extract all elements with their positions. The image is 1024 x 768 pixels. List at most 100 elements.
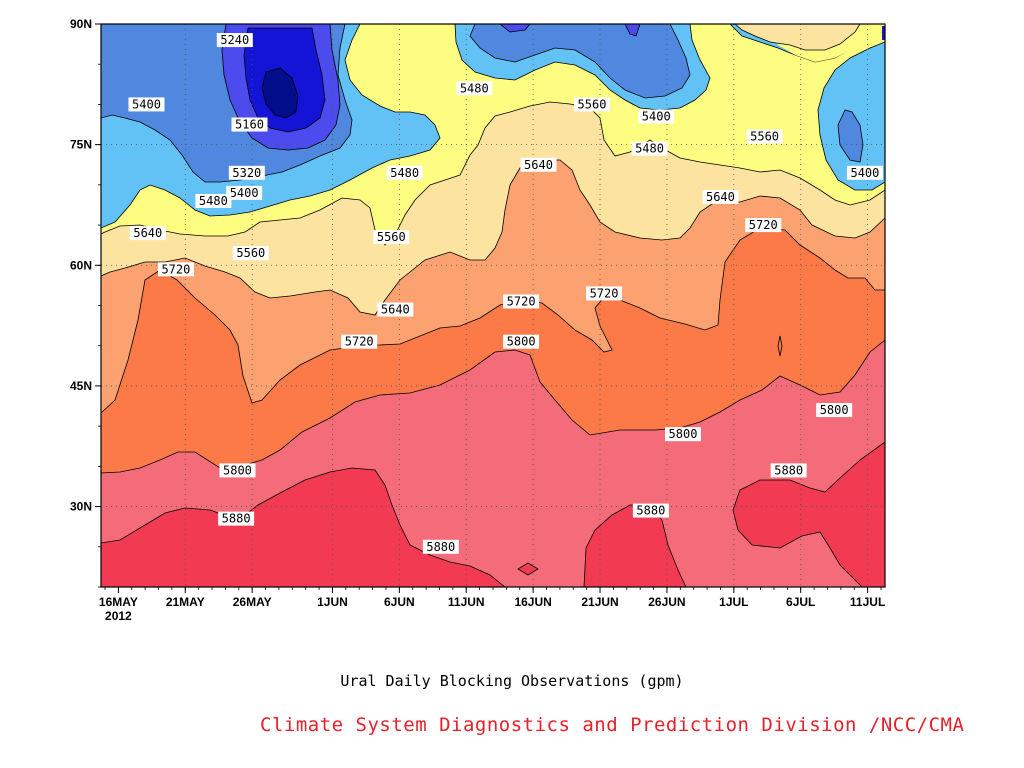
contour-label: 5720 [341, 334, 378, 349]
contour-label-text: 5400 [230, 186, 259, 200]
contour-label: 5640 [377, 302, 414, 317]
contour-label-text: 5240 [220, 33, 249, 47]
contour-label-bg [341, 334, 378, 349]
x-tick-label: 11JUN [448, 595, 485, 609]
band-5240 [221, 24, 641, 151]
contour-label: 5800 [503, 334, 540, 349]
contour-label-bg [456, 81, 493, 96]
contour-label-text: 5560 [750, 130, 779, 144]
contour-label: 5720 [586, 286, 623, 301]
contour-labels: 5240516053205400548054005480556054005480… [128, 33, 883, 554]
y-tick-label: 30N [70, 500, 92, 514]
contour-label-text: 5640 [524, 158, 553, 172]
contour-fills [101, 24, 885, 587]
contour-label: 5800 [816, 403, 853, 418]
contour-label-bg [846, 165, 883, 180]
contour-label-text: 5480 [390, 166, 419, 180]
contour-label: 5240 [216, 33, 253, 48]
x-tick-label: 16JUN [514, 595, 551, 609]
contour-label-text: 5160 [235, 118, 264, 132]
contour-label-text: 5720 [345, 335, 374, 349]
y-tick-label: 90N [70, 17, 92, 31]
contour-label-text: 5640 [706, 190, 735, 204]
chart-title: Ural Daily Blocking Observations (gpm) [340, 672, 684, 690]
contour-label-bg [702, 189, 739, 204]
contour-label: 5880 [632, 503, 669, 518]
x-tick-label: 26JUN [648, 595, 685, 609]
small-cell-5720 [777, 335, 783, 357]
contour-label-text: 5880 [774, 463, 803, 477]
contour-label: 5480 [456, 81, 493, 96]
contour-label-bg [157, 262, 194, 277]
contour-label-bg [228, 165, 265, 180]
contour-label-text: 5720 [507, 294, 536, 308]
contour-label-bg [631, 141, 668, 156]
contour-label-text: 5800 [223, 463, 252, 477]
contour-label-text: 5320 [232, 166, 261, 180]
contour-label: 5560 [746, 129, 783, 144]
x-tick-label: 1JUL [719, 595, 748, 609]
contour-label: 5320 [228, 165, 265, 180]
contour-label-text: 5560 [377, 230, 406, 244]
contour-label: 5480 [195, 193, 232, 208]
contour-label: 5880 [422, 539, 459, 554]
contour-label-bg [638, 109, 675, 124]
contour-label-text: 5800 [507, 335, 536, 349]
band-5080 [261, 67, 299, 119]
contour-label-text: 5800 [820, 403, 849, 417]
contour-label-bg [503, 294, 540, 309]
contour-label-bg [422, 539, 459, 554]
contour-label-text: 5480 [460, 81, 489, 95]
contour-label: 5560 [373, 230, 410, 245]
contour-label: 5400 [128, 97, 165, 112]
band-5560-topright [734, 24, 861, 51]
contour-label: 5880 [770, 463, 807, 478]
contour-label: 5400 [846, 165, 883, 180]
x-tick-label: 26MAY [233, 595, 272, 609]
contour-label-bg [231, 117, 268, 132]
contour-label: 5720 [157, 262, 194, 277]
contour-label-bg [574, 97, 611, 112]
y-tick-label: 60N [70, 258, 92, 272]
contour-label-text: 5800 [669, 427, 698, 441]
contour-label-bg [219, 463, 256, 478]
contour-label-text: 5480 [635, 142, 664, 156]
contour-label-bg [770, 463, 807, 478]
contour-label-text: 5880 [426, 540, 455, 554]
contour-label-bg [746, 129, 783, 144]
contour-label-text: 5400 [850, 166, 879, 180]
contour-label-text: 5400 [132, 97, 161, 111]
contour-label: 5160 [231, 117, 268, 132]
contour-label: 5640 [520, 157, 557, 172]
contour-label-text: 5560 [578, 97, 607, 111]
small-cell-5240 [882, 26, 885, 40]
contour-label-text: 5640 [381, 303, 410, 317]
contour-label-bg [586, 286, 623, 301]
contour-label-bg [129, 226, 166, 241]
contour-label-text: 5880 [222, 512, 251, 526]
contour-label: 5720 [745, 218, 782, 233]
contour-label-text: 5720 [161, 262, 190, 276]
contour-label-text: 5720 [590, 286, 619, 300]
contour-label: 5560 [574, 97, 611, 112]
contour-label-bg [128, 97, 165, 112]
x-tick-label: 11JUL [850, 595, 885, 609]
y-tick-label: 75N [70, 138, 92, 152]
contour-label-bg [373, 230, 410, 245]
contour-label-bg [232, 246, 269, 261]
contour-label: 5880 [218, 511, 255, 526]
contour-label: 5480 [631, 141, 668, 156]
contour-label-text: 5400 [642, 109, 671, 123]
contour-label-bg [632, 503, 669, 518]
contour-label-text: 5560 [236, 246, 265, 260]
contour-label-text: 5480 [199, 194, 228, 208]
x-tick-label: 6JUL [786, 595, 815, 609]
contour-label-bg [377, 302, 414, 317]
contour-label-bg [218, 511, 255, 526]
contour-label: 5400 [638, 109, 675, 124]
contour-label-bg [520, 157, 557, 172]
contour-label-bg [195, 193, 232, 208]
x-tick-label: 16MAY [99, 595, 138, 609]
